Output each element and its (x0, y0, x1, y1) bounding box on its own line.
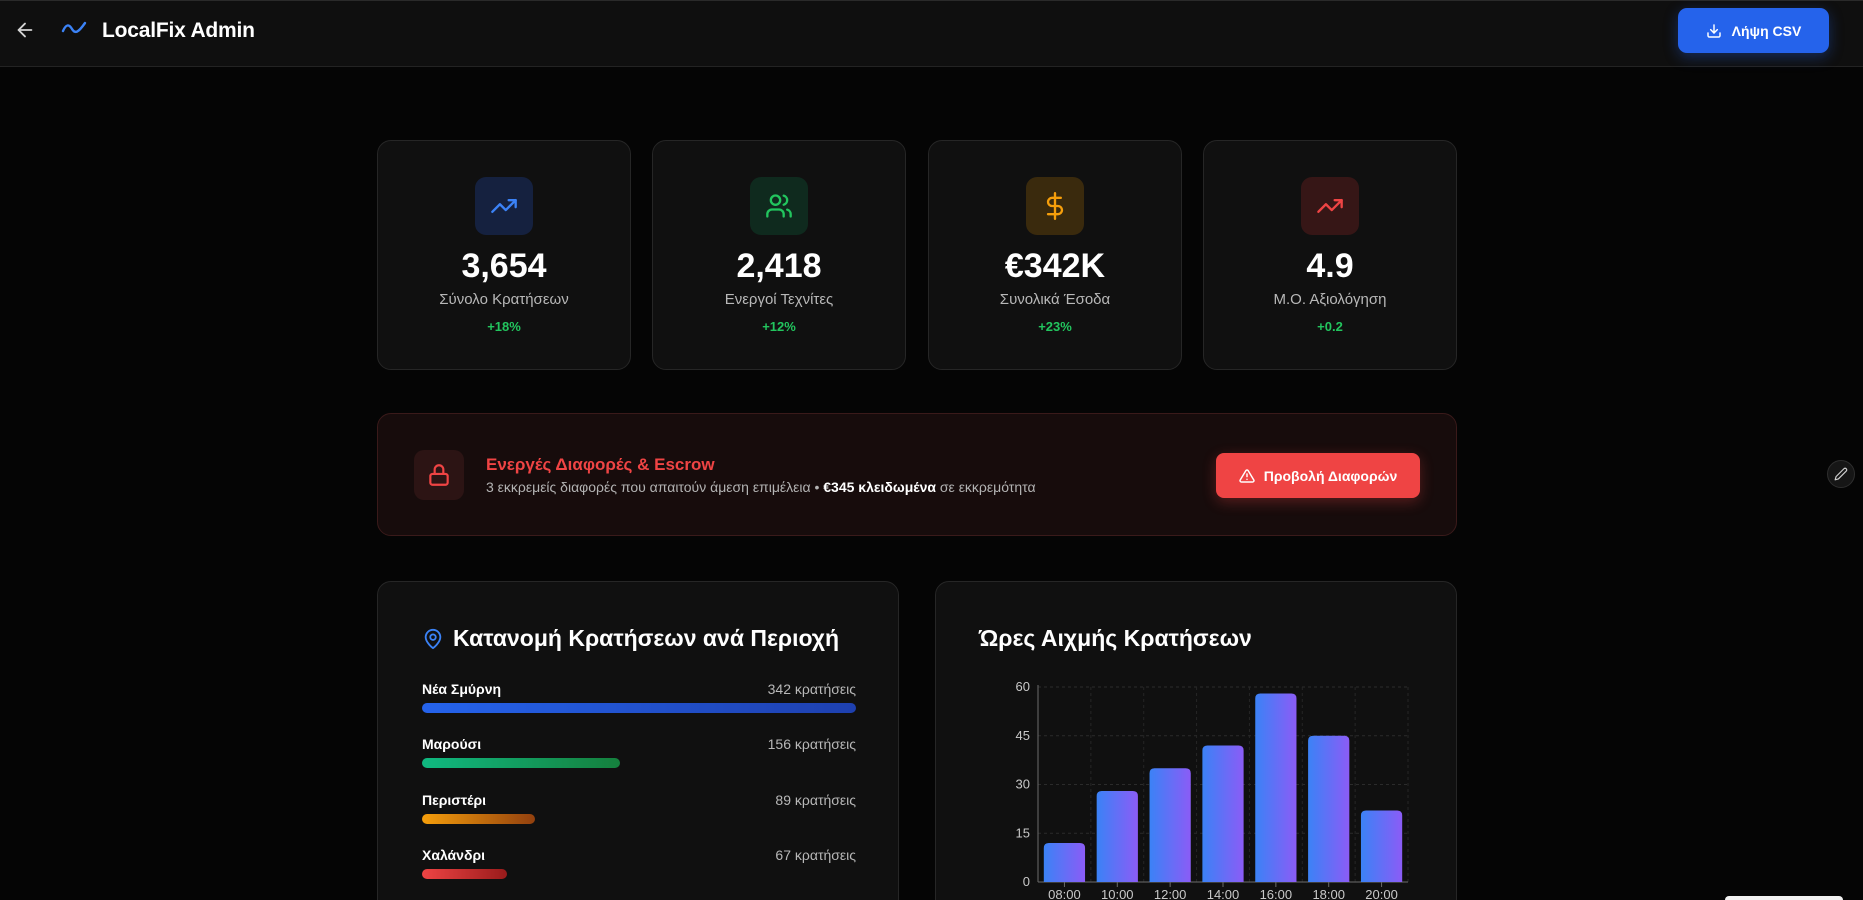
trending-up-icon (475, 177, 533, 235)
y-tick-label: 0 (1023, 874, 1030, 889)
download-csv-button[interactable]: Λήψη CSV (1678, 8, 1829, 53)
kpi-value: 4.9 (1306, 247, 1354, 285)
kpi-card-revenue: €342K Συνολικά Έσοδα +23% (928, 140, 1182, 370)
region-bar (422, 814, 535, 824)
lock-icon (414, 450, 464, 500)
x-tick-label: 08:00 (1048, 887, 1081, 900)
back-arrow-icon[interactable] (14, 19, 36, 41)
kpi-change: +0.2 (1317, 319, 1343, 334)
peak-hours-chart: 0 15 30 45 60 08:00 10:00 12:00 14:00 16:00 18:00 2… (1016, 679, 1409, 900)
app-title: LocalFix Admin (102, 19, 255, 42)
region-count: 156 κρατήσεις (767, 736, 856, 752)
region-count: 89 κρατήσεις (775, 792, 856, 808)
bar (1255, 693, 1297, 882)
kpi-label: Σύνολο Κρατήσεων (439, 291, 569, 308)
view-disputes-button[interactable]: Προβολή Διαφορών (1216, 453, 1420, 498)
y-tick-label: 30 (1016, 777, 1030, 792)
kpi-value: 3,654 (461, 247, 547, 285)
region-name: Περιστέρι (422, 792, 486, 808)
x-tick-label: 14:00 (1207, 887, 1240, 900)
map-pin-icon (422, 628, 444, 650)
download-csv-label: Λήψη CSV (1731, 22, 1802, 39)
edit-pencil-icon[interactable] (1827, 460, 1855, 488)
bar (1096, 791, 1138, 882)
region-count: 342 κρατήσεις (767, 681, 856, 697)
region-name: Νέα Σμύρνη (422, 681, 502, 697)
download-icon (1706, 23, 1721, 38)
bar (1360, 810, 1403, 882)
region-name: Χαλάνδρι (422, 847, 485, 863)
peak-hours-panel: Ώρες Αιχμής Κρατήσεων 0 15 30 45 60 08:00 10:0… (935, 581, 1457, 900)
bar (1202, 745, 1244, 882)
x-tick-label: 10:00 (1101, 887, 1134, 900)
kpi-change: +12% (762, 319, 796, 334)
kpi-value: 2,418 (736, 247, 822, 285)
toast-edge (1725, 896, 1843, 900)
y-tick-label: 15 (1016, 825, 1030, 840)
region-bar (422, 869, 508, 879)
alert-desc-locked: €345 κλειδωμένα (823, 479, 937, 495)
kpi-label: Συνολικά Έσοδα (999, 291, 1111, 308)
region-name: Μαρούσι (422, 736, 482, 752)
region-panel-title: Κατανομή Κρατήσεων ανά Περιοχή (453, 625, 840, 651)
region-bar (422, 703, 856, 713)
users-icon (750, 177, 808, 235)
activity-logo-icon (61, 18, 87, 38)
kpi-change: +23% (1038, 319, 1072, 334)
disputes-alert: Ενεργές Διαφορές & Escrow 3 εκκρεμείς δι… (377, 413, 1457, 536)
view-disputes-label: Προβολή Διαφορών (1263, 467, 1398, 484)
region-bar (422, 758, 620, 768)
region-row: Νέα Σμύρνη 342 κρατήσεις (422, 681, 856, 727)
kpi-card-technicians: 2,418 Ενεργοί Τεχνίτες +12% (652, 140, 906, 370)
x-tick-label: 16:00 (1260, 887, 1293, 900)
y-tick-label: 45 (1016, 728, 1030, 743)
region-count: 67 κρατήσεις (775, 847, 856, 863)
kpi-value: €342K (1004, 247, 1106, 285)
x-tick-label: 18:00 (1312, 887, 1345, 900)
alert-desc-suffix: σε εκκρεμότητα (936, 479, 1036, 495)
y-tick-label: 60 (1016, 679, 1030, 694)
alert-title: Ενεργές Διαφορές & Escrow (486, 455, 715, 474)
bar (1149, 768, 1191, 882)
x-tick-label: 20:00 (1365, 887, 1398, 900)
alert-desc-prefix: 3 εκκρεμείς διαφορές που απαιτούν άμεση … (486, 479, 824, 495)
region-row: Μαρούσι 156 κρατήσεις (422, 736, 856, 782)
bar (1308, 735, 1350, 882)
x-tick-label: 12:00 (1154, 887, 1187, 900)
region-row: Περιστέρι 89 κρατήσεις (422, 792, 856, 838)
region-distribution-panel: Κατανομή Κρατήσεων ανά Περιοχή Νέα Σμύρν… (377, 581, 899, 900)
region-row: Χαλάνδρι 67 κρατήσεις (422, 847, 856, 893)
bar (1043, 843, 1086, 882)
kpi-change: +18% (487, 319, 521, 334)
warning-icon (1239, 468, 1255, 483)
alert-description: 3 εκκρεμείς διαφορές που απαιτούν άμεση … (486, 479, 1036, 495)
dollar-icon (1026, 177, 1084, 235)
peak-panel-title: Ώρες Αιχμής Κρατήσεων (979, 625, 1252, 651)
kpi-card-bookings: 3,654 Σύνολο Κρατήσεων +18% (377, 140, 631, 370)
kpi-label: Μ.Ο. Αξιολόγηση (1273, 291, 1387, 308)
kpi-card-rating: 4.9 Μ.Ο. Αξιολόγηση +0.2 (1203, 140, 1457, 370)
top-bar: LocalFix Admin Λήψη CSV (0, 0, 1863, 67)
trending-up-icon (1301, 177, 1359, 235)
kpi-label: Ενεργοί Τεχνίτες (724, 291, 834, 308)
